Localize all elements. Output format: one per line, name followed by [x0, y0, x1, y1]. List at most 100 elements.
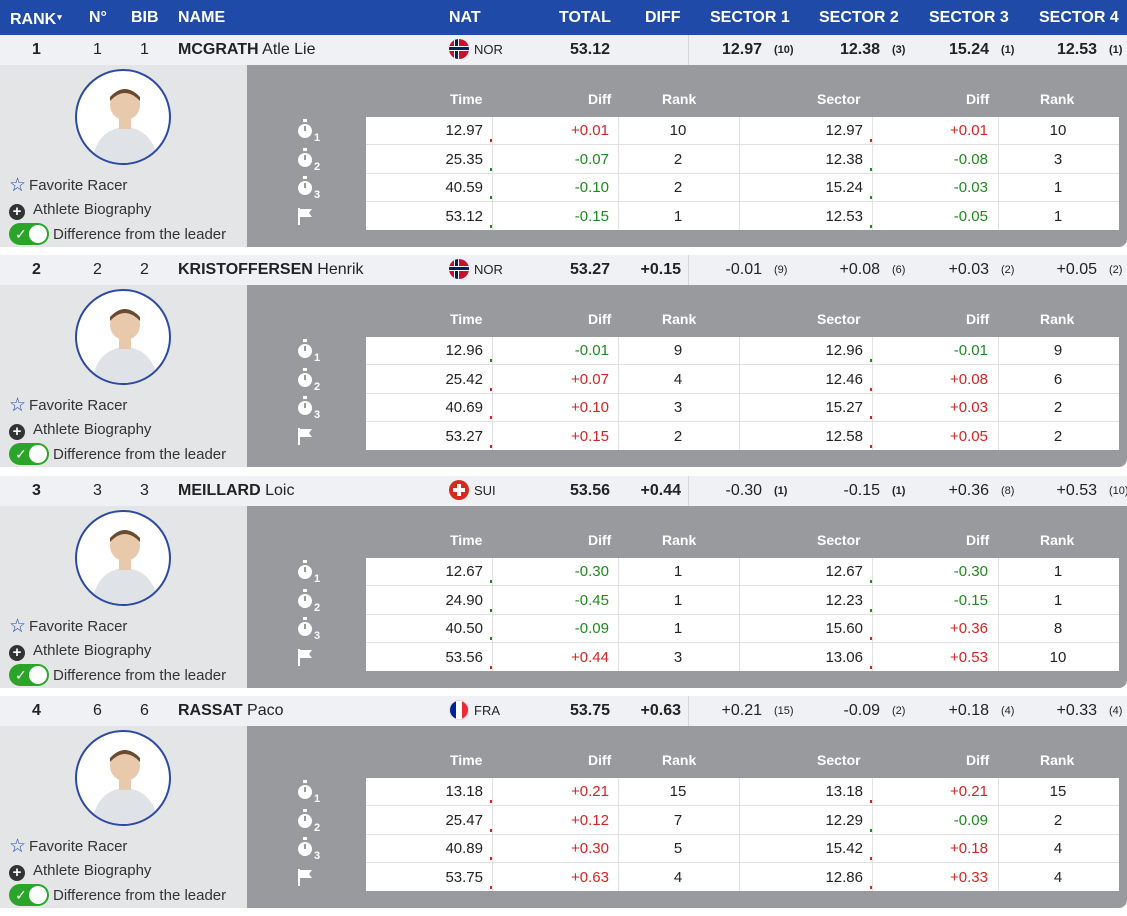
nat-code: SUI — [474, 483, 496, 498]
sector-time: 12.53 — [825, 207, 863, 225]
sector-time: 12.46 — [825, 370, 863, 388]
athlete-biography-link[interactable]: + Athlete Biography — [9, 419, 151, 441]
col-time: Time — [450, 752, 483, 768]
diff-indicator — [490, 359, 492, 362]
split-diff: -0.10 — [574, 179, 609, 196]
avatar[interactable] — [75, 289, 171, 385]
athlete-biography-link[interactable]: + Athlete Biography — [9, 860, 151, 882]
split-diff: +0.63 — [571, 868, 609, 886]
sector4-value: +0.53 — [1056, 482, 1097, 499]
header-sector1[interactable]: SECTOR 1 — [710, 9, 790, 26]
athlete-panel: ☆ Favorite Racer + Athlete Biography ✓ Diff… — [0, 506, 247, 688]
col-sector-rank: Rank — [1040, 532, 1075, 548]
racer-bib: 3 — [140, 482, 149, 499]
sector-rank: 1 — [1053, 207, 1063, 225]
racer-name[interactable]: KRISTOFFERSEN Henrik — [178, 255, 364, 285]
plus-icon: + — [9, 865, 25, 881]
racer-total: 53.56 — [569, 482, 610, 499]
difference-toggle[interactable]: ✓ Difference from the leader — [9, 664, 226, 686]
col-diff: Diff — [588, 91, 612, 107]
racer-no: 2 — [93, 261, 102, 278]
column-divider — [688, 696, 689, 726]
athlete-biography-link[interactable]: + Athlete Biography — [9, 640, 151, 662]
toggle-switch[interactable]: ✓ — [9, 223, 49, 245]
stopwatch-icon: 3 — [297, 396, 327, 424]
splits-table: 12.67 -0.30 1 12.67 -0.30 1 24.90 -0.45 … — [366, 558, 1119, 671]
racer-block: 2 2 2 KRISTOFFERSEN Henrik NOR 53.27 +0.… — [0, 255, 1127, 475]
difference-toggle[interactable]: ✓ Difference from the leader — [9, 443, 226, 465]
difference-toggle[interactable]: ✓ Difference from the leader — [9, 223, 226, 245]
sector-time: 12.58 — [825, 427, 863, 445]
racer-detail: ☆ Favorite Racer + Athlete Biography ✓ Diff… — [0, 506, 1127, 688]
split-time: 40.69 — [445, 399, 483, 416]
split-diff: -0.30 — [574, 563, 609, 580]
header-sector4[interactable]: SECTOR 4 — [1039, 9, 1119, 26]
sector-diff-indicator — [870, 167, 872, 171]
header-name[interactable]: NAME — [178, 9, 226, 26]
sector-diff: +0.01 — [950, 122, 988, 139]
racer-name[interactable]: RASSAT Paco — [178, 696, 284, 726]
sector-diff: +0.03 — [950, 399, 988, 416]
sector-diff-indicator — [870, 665, 872, 669]
sector-time: 12.38 — [825, 150, 863, 168]
athlete-biography-link[interactable]: + Athlete Biography — [9, 199, 151, 221]
sector4-value: +0.05 — [1056, 261, 1097, 278]
racer-row[interactable]: 1 1 1 MCGRATH Atle Lie NOR 53.12 12.97 (… — [0, 35, 1127, 65]
toggle-switch[interactable]: ✓ — [9, 664, 49, 686]
avatar[interactable] — [75, 730, 171, 826]
racer-row[interactable]: 2 2 2 KRISTOFFERSEN Henrik NOR 53.27 +0.… — [0, 255, 1127, 285]
split-row: 40.69 +0.10 3 15.27 +0.03 2 — [366, 394, 1119, 422]
racer-name[interactable]: MEILLARD Loic — [178, 476, 294, 506]
header-diff[interactable]: DIFF — [645, 9, 681, 26]
split-rank: 9 — [673, 342, 683, 359]
diff-indicator — [490, 224, 492, 228]
sector1-value: -0.01 — [725, 261, 762, 278]
avatar[interactable] — [75, 510, 171, 606]
header-sector3[interactable]: SECTOR 3 — [929, 9, 1009, 26]
racer-total: 53.27 — [569, 261, 610, 278]
col-time: Time — [450, 91, 483, 107]
col-rank: Rank — [662, 91, 697, 107]
header-total[interactable]: TOTAL — [559, 9, 611, 26]
toggle-switch[interactable]: ✓ — [9, 443, 49, 465]
split-row: 13.18 +0.21 15 13.18 +0.21 15 — [366, 778, 1119, 806]
split-diff: +0.12 — [571, 811, 609, 829]
sector-diff: +0.33 — [950, 868, 988, 886]
racer-name[interactable]: MCGRATH Atle Lie — [178, 35, 316, 65]
split-time: 53.27 — [445, 427, 483, 445]
favorite-racer-link[interactable]: ☆ Favorite Racer — [9, 175, 128, 196]
header-bib[interactable]: BIB — [131, 9, 159, 26]
stopwatch-icon: 2 — [297, 808, 327, 837]
stopwatch-icon: 1 — [297, 119, 327, 147]
difference-toggle[interactable]: ✓ Difference from the leader — [9, 884, 226, 906]
favorite-racer-link[interactable]: ☆ Favorite Racer — [9, 616, 128, 637]
racer-row[interactable]: 3 3 3 MEILLARD Loic SUI 53.56 +0.44 -0.3… — [0, 476, 1127, 506]
racer-row[interactable]: 4 6 6 RASSAT Paco FRA 53.75 +0.63 +0.21 … — [0, 696, 1127, 726]
sector4-rank: (10) — [1109, 485, 1127, 497]
racer-surname: MCGRATH — [178, 41, 259, 58]
sector-diff-indicator — [870, 387, 872, 391]
finish-flag-icon — [297, 207, 327, 235]
diff-indicator — [490, 828, 492, 832]
split-time: 25.47 — [445, 811, 483, 829]
header-no[interactable]: N° — [89, 9, 107, 26]
header-rank[interactable]: RANK▾ — [10, 11, 62, 28]
favorite-racer-link[interactable]: ☆ Favorite Racer — [9, 395, 128, 416]
splits-table: 12.96 -0.01 9 12.96 -0.01 9 25.42 +0.07 … — [366, 337, 1119, 450]
sector2-value: -0.09 — [843, 702, 880, 719]
sector-rank: 15 — [1049, 783, 1067, 800]
star-icon: ☆ — [9, 616, 27, 637]
diff-indicator — [490, 857, 492, 860]
toggle-switch[interactable]: ✓ — [9, 884, 49, 906]
sector2-value: 12.38 — [839, 41, 880, 58]
header-sector2[interactable]: SECTOR 2 — [819, 9, 899, 26]
header-nat[interactable]: NAT — [449, 9, 481, 26]
sort-down-icon[interactable]: ▾ — [57, 12, 62, 22]
favorite-racer-link[interactable]: ☆ Favorite Racer — [9, 836, 128, 857]
avatar[interactable] — [75, 69, 171, 165]
col-sector: Sector — [817, 532, 861, 548]
racer-rank: 4 — [32, 702, 41, 719]
sector4-rank: (4) — [1109, 705, 1123, 717]
sector-diff-indicator — [870, 608, 872, 612]
